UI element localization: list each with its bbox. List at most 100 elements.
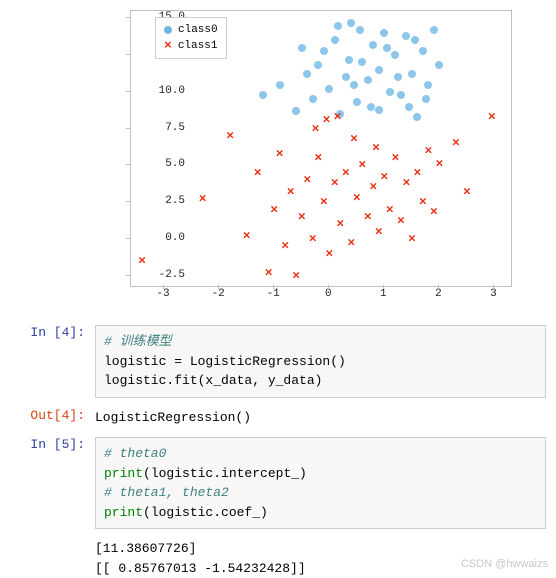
x-tick-label: 2 bbox=[423, 288, 453, 300]
data-point: × bbox=[369, 181, 377, 194]
data-point: × bbox=[347, 237, 355, 250]
legend-item-class0: class0 bbox=[164, 22, 218, 38]
data-point bbox=[259, 91, 267, 99]
x-marker-icon: × bbox=[164, 42, 172, 50]
data-point bbox=[375, 66, 383, 74]
x-tick-label: 0 bbox=[313, 288, 343, 300]
data-point: × bbox=[350, 132, 358, 145]
x-tick-label: -2 bbox=[203, 288, 233, 300]
data-point bbox=[369, 41, 377, 49]
data-point: × bbox=[397, 215, 405, 228]
data-point: × bbox=[413, 166, 421, 179]
data-point bbox=[314, 61, 322, 69]
data-point: × bbox=[452, 137, 460, 150]
input-prompt: In [4]: bbox=[0, 325, 95, 398]
output-cell: Out[4]:LogisticRegression() bbox=[0, 408, 556, 428]
data-point: × bbox=[298, 210, 306, 223]
data-point: × bbox=[265, 266, 273, 279]
data-point bbox=[391, 51, 399, 59]
circle-marker-icon bbox=[164, 26, 172, 34]
data-point: × bbox=[276, 147, 284, 160]
data-point bbox=[375, 106, 383, 114]
data-point bbox=[413, 113, 421, 121]
data-point bbox=[276, 81, 284, 89]
data-point: × bbox=[353, 191, 361, 204]
data-point bbox=[435, 61, 443, 69]
data-point: × bbox=[270, 203, 278, 216]
data-point: × bbox=[372, 141, 380, 154]
data-point: × bbox=[331, 177, 339, 190]
data-point: × bbox=[424, 144, 432, 157]
data-point bbox=[334, 22, 342, 30]
legend-label: class1 bbox=[178, 40, 218, 52]
data-point bbox=[347, 19, 355, 27]
data-point: × bbox=[463, 185, 471, 198]
data-point: × bbox=[419, 196, 427, 209]
y-tick-label: 5.0 bbox=[145, 158, 185, 170]
data-point: × bbox=[336, 218, 344, 231]
input-prompt: In [5]: bbox=[0, 437, 95, 529]
data-point bbox=[386, 88, 394, 96]
data-point: × bbox=[375, 225, 383, 238]
legend-item-class1: × class1 bbox=[164, 38, 218, 54]
data-point bbox=[411, 36, 419, 44]
data-point bbox=[303, 70, 311, 78]
data-point bbox=[364, 76, 372, 84]
x-tick-label: 3 bbox=[478, 288, 508, 300]
data-point: × bbox=[435, 157, 443, 170]
data-point: × bbox=[312, 122, 320, 135]
data-point: × bbox=[488, 110, 496, 123]
y-tick-label: 7.5 bbox=[145, 122, 185, 134]
data-point: × bbox=[199, 193, 207, 206]
output-text: LogisticRegression() bbox=[95, 408, 556, 428]
data-point: × bbox=[430, 206, 438, 219]
data-point: × bbox=[386, 203, 394, 216]
data-point bbox=[383, 44, 391, 52]
data-point bbox=[424, 81, 432, 89]
output-prompt: Out[4]: bbox=[0, 408, 95, 428]
data-point: × bbox=[342, 166, 350, 179]
code-input-area[interactable]: # theta0print(logistic.intercept_)# thet… bbox=[95, 437, 546, 529]
code-input-area[interactable]: # 训练模型logistic = LogisticRegression()log… bbox=[95, 325, 546, 398]
data-point: × bbox=[325, 247, 333, 260]
data-point: × bbox=[303, 174, 311, 187]
data-point bbox=[397, 91, 405, 99]
data-point bbox=[422, 95, 430, 103]
data-point: × bbox=[309, 232, 317, 245]
data-point bbox=[419, 47, 427, 55]
y-tick-label: -2.5 bbox=[145, 269, 185, 281]
chart-legend: class0 × class1 bbox=[155, 17, 227, 59]
data-point bbox=[345, 56, 353, 64]
data-point bbox=[292, 107, 300, 115]
y-tick-label: 2.5 bbox=[145, 195, 185, 207]
data-point bbox=[394, 73, 402, 81]
data-point bbox=[380, 29, 388, 37]
data-point: × bbox=[408, 232, 416, 245]
data-point bbox=[367, 103, 375, 111]
data-point: × bbox=[292, 269, 300, 282]
data-point: × bbox=[364, 210, 372, 223]
y-tick-label: 0.0 bbox=[145, 232, 185, 244]
data-point bbox=[309, 95, 317, 103]
data-point bbox=[402, 32, 410, 40]
data-point: × bbox=[380, 171, 388, 184]
data-point: × bbox=[358, 159, 366, 172]
watermark: CSDN @hwwaizs bbox=[461, 558, 548, 570]
data-point: × bbox=[243, 230, 251, 243]
data-point bbox=[320, 47, 328, 55]
code-cell: In [5]:# theta0print(logistic.intercept_… bbox=[0, 437, 556, 529]
data-point: × bbox=[323, 113, 331, 126]
x-tick-label: -1 bbox=[258, 288, 288, 300]
scatter-chart: ××××××××××××××××××××××××××××××××××××××××… bbox=[85, 5, 525, 315]
x-tick-label: 1 bbox=[368, 288, 398, 300]
data-point: × bbox=[254, 166, 262, 179]
data-point bbox=[430, 26, 438, 34]
data-point: × bbox=[226, 130, 234, 143]
legend-label: class0 bbox=[178, 24, 218, 36]
data-point: × bbox=[138, 255, 146, 268]
data-point: × bbox=[320, 196, 328, 209]
data-point bbox=[331, 36, 339, 44]
data-point: × bbox=[281, 240, 289, 253]
code-cell: In [4]:# 训练模型logistic = LogisticRegressi… bbox=[0, 325, 556, 398]
y-tick-label: 10.0 bbox=[145, 85, 185, 97]
